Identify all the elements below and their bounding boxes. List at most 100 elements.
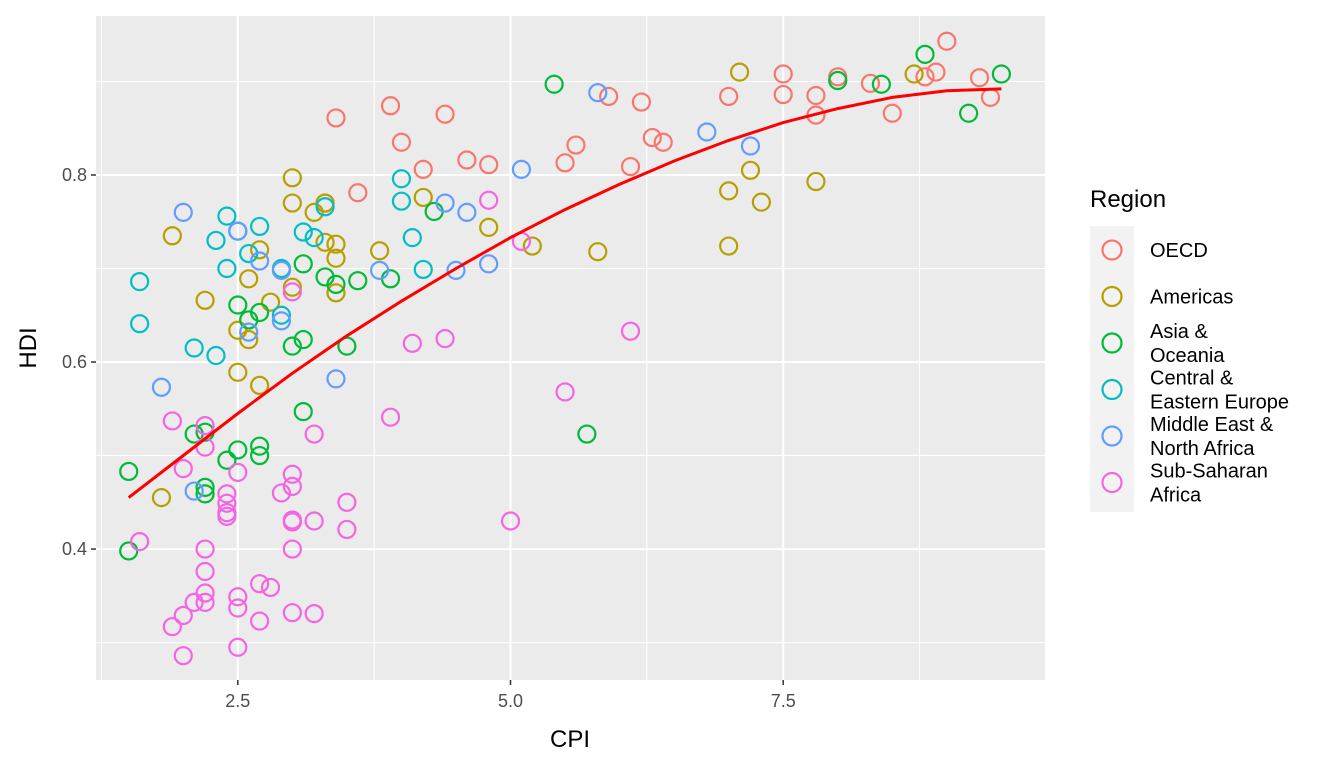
data-point-series-2	[915, 44, 935, 64]
data-point-series-2	[828, 70, 848, 91]
data-point-series-1	[260, 292, 281, 312]
data-point-series-5	[228, 637, 248, 657]
data-point-series-3	[217, 206, 237, 226]
data-point-series-1	[315, 232, 335, 252]
data-point-series-0	[555, 153, 575, 173]
data-point-series-1	[806, 171, 826, 192]
data-point-series-0	[937, 31, 957, 51]
data-point-series-1	[151, 488, 172, 508]
data-point-series-0	[631, 92, 652, 112]
data-point-series-5	[500, 511, 521, 531]
data-point-series-3	[206, 345, 226, 366]
data-point-series-3	[293, 222, 313, 242]
data-point-series-0	[457, 150, 477, 170]
data-point-series-2	[119, 461, 139, 482]
y-tick-label: 0.6	[62, 352, 87, 372]
data-point-series-5	[250, 611, 270, 631]
legend-key	[1101, 239, 1123, 261]
data-point-series-3	[130, 272, 150, 292]
data-point-series-2	[991, 64, 1011, 84]
data-point-series-5	[304, 424, 324, 444]
trend-line	[127, 87, 1002, 499]
data-point-series-4	[271, 311, 292, 331]
data-point-series-1	[282, 277, 302, 297]
data-point-series-0	[719, 86, 739, 107]
data-point-series-5	[173, 459, 193, 479]
data-point-series-1	[195, 290, 215, 310]
data-point-series-2	[250, 436, 270, 456]
data-point-series-5	[282, 282, 302, 302]
data-point-series-4	[151, 377, 172, 397]
data-point-series-4	[250, 251, 270, 271]
data-point-series-4	[173, 202, 193, 222]
data-point-series-1	[326, 283, 346, 303]
data-point-series-2	[326, 274, 346, 295]
data-point-series-1	[719, 236, 739, 256]
x-tick-labels: 2.5 5.0 7.5	[225, 691, 795, 711]
legend-label: OECD	[1150, 240, 1208, 262]
data-point-series-5	[173, 605, 193, 626]
legend-label: Sub-Saharan Africa	[1150, 461, 1268, 507]
data-point-series-1	[904, 64, 924, 84]
data-point-series-2	[228, 440, 248, 460]
data-point-series-5	[282, 510, 302, 530]
legend-label: Asia & Oceania	[1150, 321, 1225, 367]
data-point-series-3	[413, 259, 433, 280]
data-point-series-5	[195, 592, 215, 612]
data-point-series-4	[326, 369, 346, 389]
minor-gridlines	[96, 16, 1045, 680]
data-point-series-5	[162, 617, 182, 637]
legend-key	[1101, 471, 1123, 494]
data-point-series-0	[926, 62, 946, 82]
data-point-series-0	[599, 86, 619, 107]
data-point-series-5	[337, 519, 357, 540]
data-point-series-1	[304, 202, 324, 222]
data-point-series-4	[370, 260, 390, 280]
data-point-series-5	[402, 333, 422, 353]
data-point-series-1	[162, 226, 182, 246]
data-point-series-3	[304, 228, 324, 248]
data-point-series-0	[642, 127, 662, 148]
data-point-series-5	[173, 646, 193, 666]
data-point-series-5	[228, 598, 248, 618]
x-tick-label: 7.5	[771, 691, 796, 711]
data-point-series-5	[282, 539, 302, 559]
data-point-series-4	[588, 83, 608, 103]
data-point-series-5	[620, 321, 641, 341]
data-point-series-4	[511, 159, 532, 179]
data-point-series-1	[370, 241, 390, 261]
data-point-series-2	[871, 74, 891, 94]
data-point-series-0	[620, 156, 641, 177]
data-point-series-2	[119, 541, 139, 561]
data-point-series-0	[566, 135, 586, 155]
axis-ticks	[91, 174, 784, 685]
data-point-series-5	[260, 577, 281, 598]
data-point-series-0	[915, 67, 935, 87]
data-point-series-5	[555, 382, 575, 402]
data-point-series-2	[959, 103, 979, 123]
data-point-series-3	[402, 228, 422, 248]
legend-key-background	[1090, 226, 1134, 512]
data-point-series-2	[282, 336, 302, 356]
data-point-series-2	[293, 401, 313, 422]
data-point-series-0	[326, 108, 346, 128]
data-point-series-0	[860, 73, 881, 93]
data-point-series-4	[239, 322, 259, 342]
data-point-series-0	[773, 84, 793, 105]
data-point-series-4	[184, 481, 204, 501]
data-point-series-0	[380, 96, 401, 116]
data-point-series-5	[435, 329, 455, 349]
data-point-series-2	[348, 271, 368, 291]
data-point-series-4	[228, 221, 248, 241]
data-point-series-1	[239, 269, 259, 289]
data-point-series-5	[282, 603, 302, 623]
x-tick-label: 2.5	[225, 691, 250, 711]
data-point-series-5	[304, 511, 324, 531]
data-point-series-5	[380, 407, 401, 427]
data-point-series-4	[271, 260, 292, 280]
major-gridlines	[96, 16, 1045, 680]
data-point-series-0	[969, 68, 990, 88]
data-point-series-5	[250, 574, 270, 594]
